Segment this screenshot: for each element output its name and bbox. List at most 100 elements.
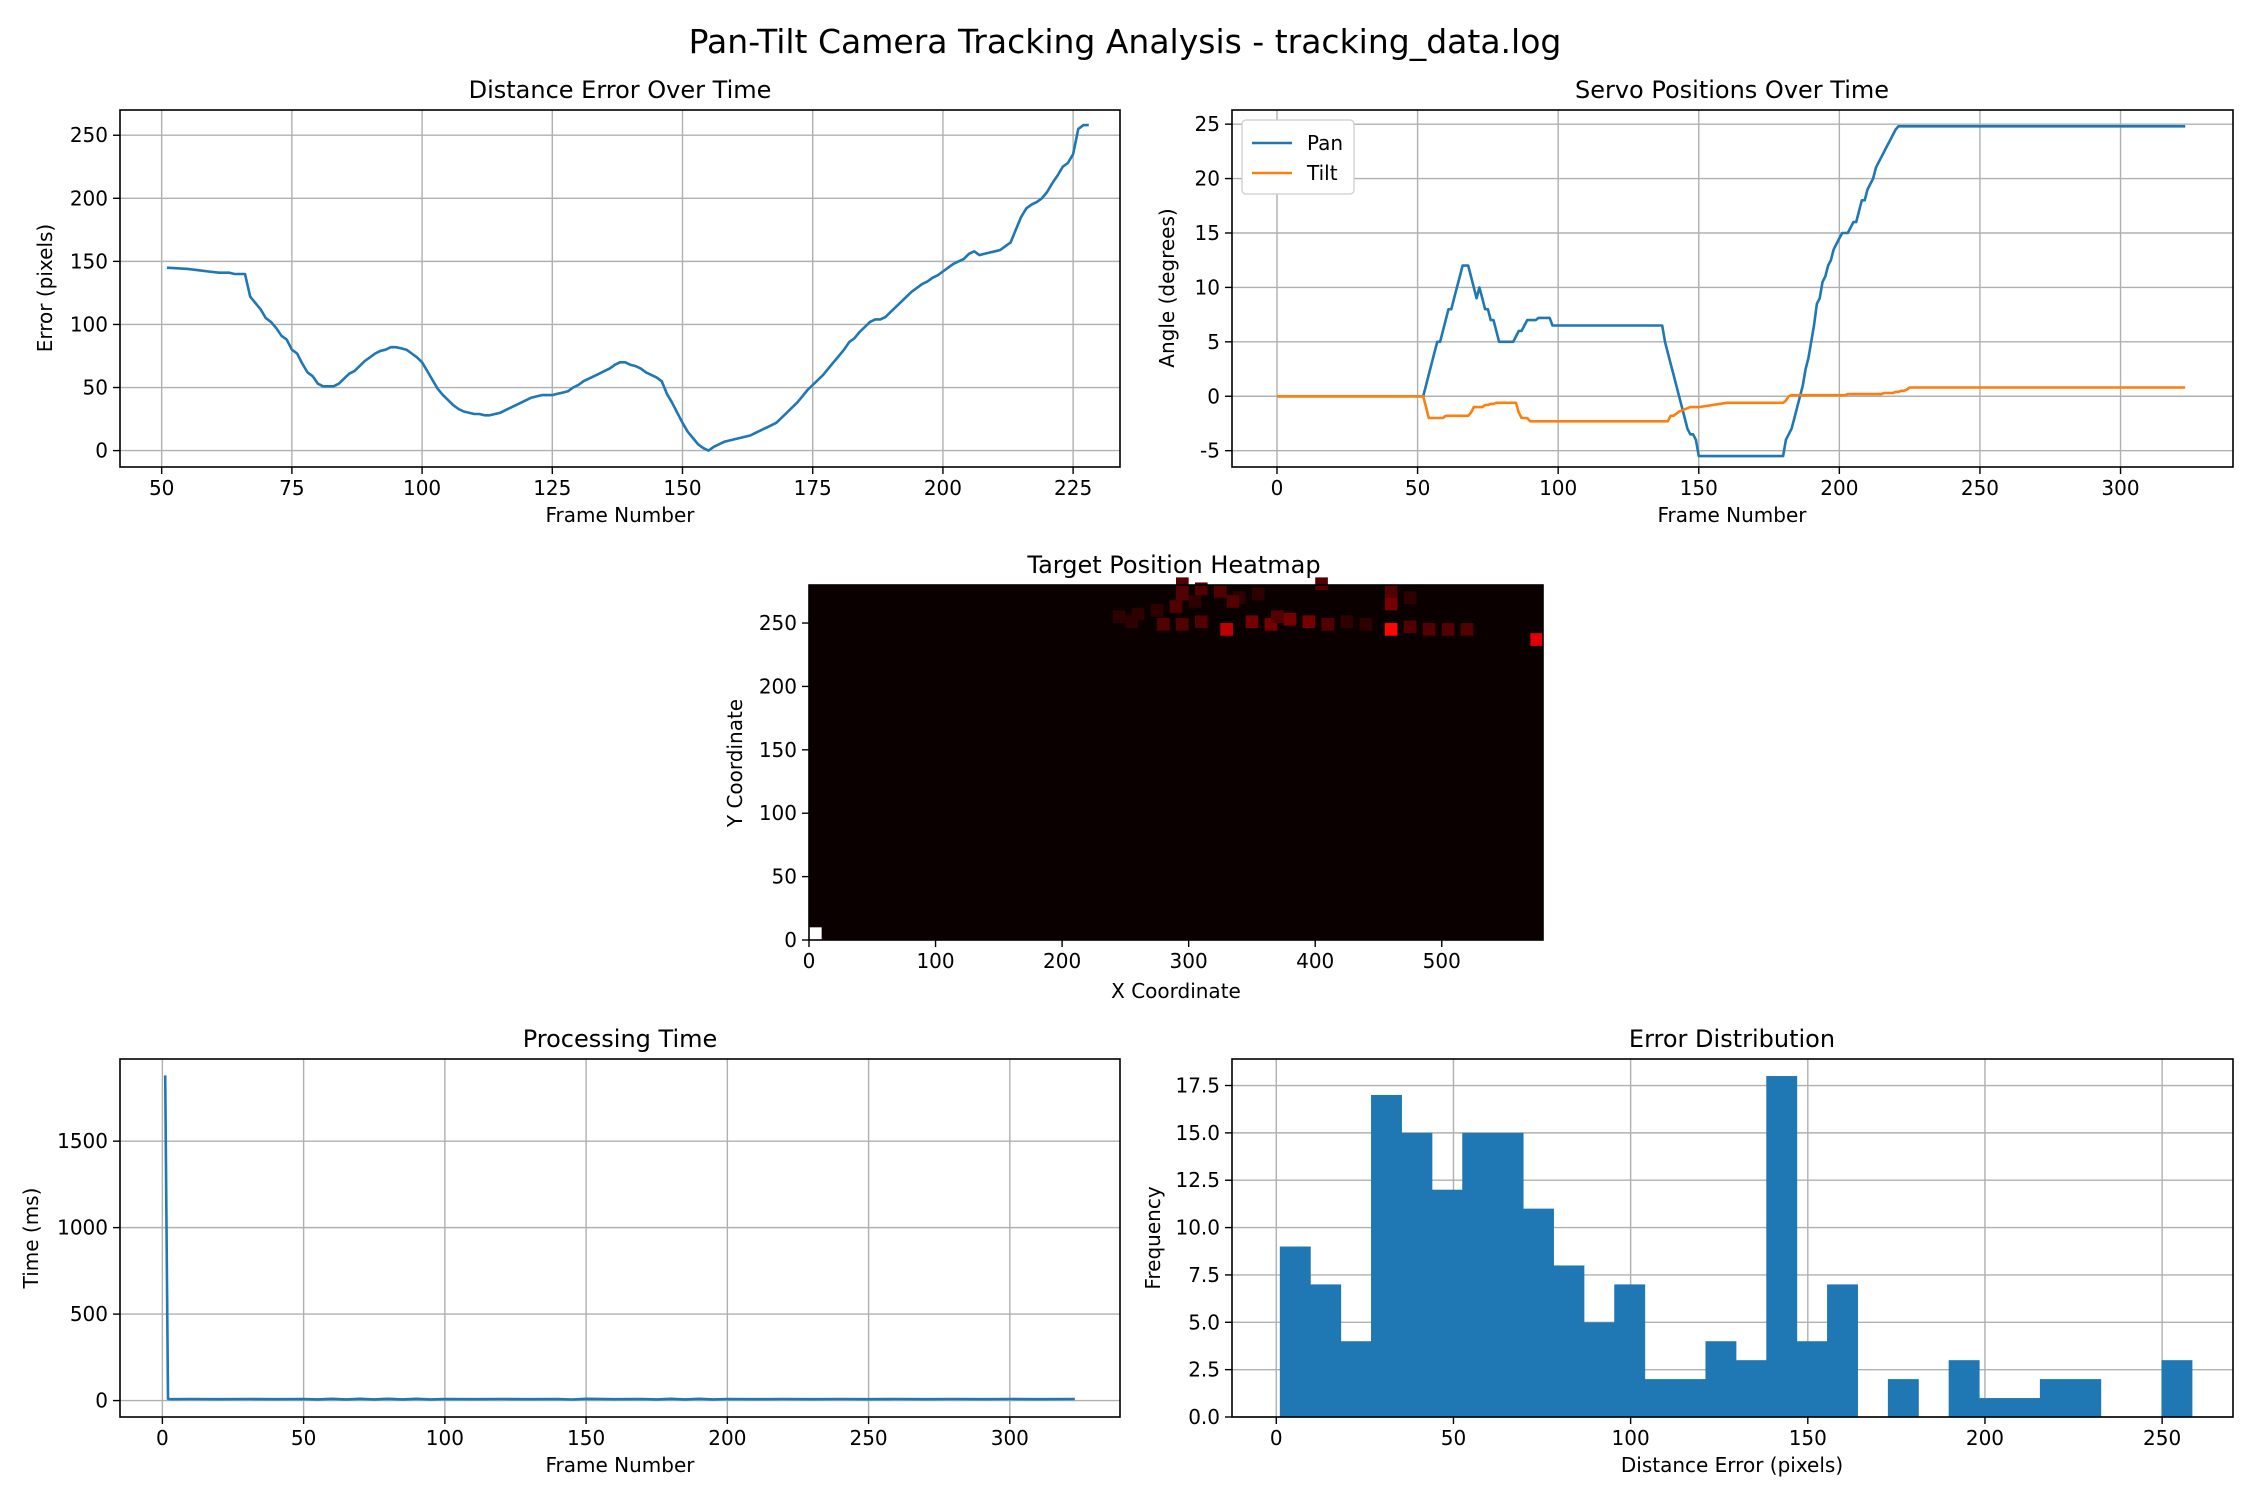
y-tick-label: 25 — [1195, 112, 1220, 136]
y-tick-label: 100 — [70, 312, 108, 336]
series-line-0 — [163, 1075, 1075, 1401]
x-tick-label: 225 — [1054, 476, 1092, 500]
heatmap-cell — [1176, 587, 1189, 601]
histogram-bar — [1887, 1379, 1919, 1417]
heatmap-cell — [1226, 595, 1240, 608]
x-axis-label: Frame Number — [1657, 503, 1807, 527]
x-tick-label: 300 — [1170, 949, 1208, 973]
y-tick-label: 20 — [1195, 167, 1220, 191]
y-tick-label: 5 — [1207, 330, 1220, 354]
x-tick-label: 150 — [1789, 1426, 1827, 1450]
y-tick-label: 150 — [759, 738, 797, 762]
x-axis-label: Distance Error (pixels) — [1621, 1453, 1843, 1477]
y-tick-label: 0 — [95, 439, 108, 463]
heatmap-cell — [1188, 595, 1202, 608]
y-tick-label: 200 — [759, 674, 797, 698]
legend-box — [1241, 119, 1355, 195]
histogram-bar — [2070, 1379, 2102, 1417]
heatmap-cell — [1176, 617, 1189, 631]
heatmap-cell — [1150, 604, 1164, 617]
chart-title: Processing Time — [523, 1025, 718, 1053]
plot-area: 0 50 100 150 200 250 300 -5 0 5 10 15 20 25 Pan Tilt — [1195, 109, 2234, 500]
heatmap-cell — [1403, 591, 1417, 605]
y-tick-label: 12.5 — [1175, 1168, 1220, 1192]
y-tick-label: 5.0 — [1188, 1310, 1220, 1334]
histogram-bar — [1979, 1398, 2010, 1417]
y-tick-label: 0 — [784, 928, 797, 952]
y-axis-label: Time (ms) — [19, 1188, 43, 1290]
y-tick-label: 10 — [1195, 275, 1220, 299]
x-axis-label: Frame Number — [545, 503, 695, 527]
histogram-bar — [1827, 1284, 1858, 1417]
heatmap-cell — [1220, 623, 1233, 636]
heatmap-cell — [1315, 577, 1328, 591]
heatmap-background — [809, 585, 1543, 940]
histogram-bar — [1675, 1379, 1706, 1417]
plot-area: 0 50 100 150 200 250 300 0 500 1000 1500 — [57, 1058, 1121, 1450]
x-tick-label: 300 — [991, 1426, 1029, 1450]
heatmap-cell — [1194, 615, 1208, 629]
y-tick-label: 17.5 — [1175, 1074, 1220, 1098]
heatmap-cell — [1441, 623, 1455, 636]
histogram-bar — [1401, 1132, 1433, 1417]
histogram-bar — [2161, 1360, 2193, 1417]
x-tick-label: 0 — [1270, 1426, 1283, 1450]
heatmap-cell — [809, 927, 822, 940]
histogram-bar — [1705, 1341, 1737, 1417]
y-tick-label: 10.0 — [1175, 1216, 1220, 1240]
x-tick-label: 200 — [1820, 476, 1858, 500]
histogram-bar — [1279, 1246, 1311, 1417]
x-tick-label: 50 — [291, 1426, 316, 1450]
x-axis-label: Frame Number — [545, 1453, 695, 1477]
axes-frame — [808, 584, 1544, 941]
x-tick-label: 250 — [2143, 1426, 2181, 1450]
heatmap-cell — [1340, 615, 1354, 629]
x-tick-label: 100 — [916, 949, 954, 973]
panel-processing-time: Processing Time Frame Number Time (ms) 0… — [19, 1025, 1121, 1477]
y-tick-label: 1500 — [57, 1129, 108, 1153]
x-tick-label: 50 — [1405, 476, 1430, 500]
histogram-bar — [1553, 1265, 1585, 1417]
x-tick-label: 200 — [708, 1426, 746, 1450]
heatmap-cell — [1403, 620, 1417, 634]
x-tick-label: 200 — [924, 476, 962, 500]
histogram-bar — [1340, 1341, 1372, 1417]
histogram-bar — [2009, 1398, 2041, 1417]
chart-title: Error Distribution — [1629, 1025, 1835, 1053]
y-tick-label: 7.5 — [1188, 1263, 1220, 1287]
x-tick-label: 0 — [803, 949, 816, 973]
histogram-bar — [1492, 1132, 1524, 1417]
legend: Pan Tilt — [1241, 119, 1355, 195]
x-tick-label: 400 — [1296, 949, 1334, 973]
histogram-bar — [1735, 1360, 1767, 1417]
legend-label: Tilt — [1306, 161, 1338, 185]
x-tick-label: 150 — [1680, 476, 1718, 500]
series-line-pan — [1277, 125, 2186, 458]
x-tick-label: 125 — [533, 476, 571, 500]
x-axis-label: X Coordinate — [1111, 979, 1241, 1003]
y-tick-label: -5 — [1200, 439, 1220, 463]
x-tick-label: 75 — [279, 476, 304, 500]
heatmap-cell — [1112, 610, 1126, 624]
y-axis-label: Frequency — [1141, 1186, 1165, 1289]
heatmap-cell — [1157, 617, 1170, 631]
panel-servo-positions: Servo Positions Over Time Frame Number A… — [1155, 76, 2234, 527]
x-tick-label: 100 — [403, 476, 441, 500]
heatmap-cell — [1125, 615, 1139, 629]
x-tick-label: 150 — [567, 1426, 605, 1450]
histogram-bar — [1310, 1284, 1342, 1417]
x-tick-label: 200 — [1043, 949, 1081, 973]
x-tick-label: 300 — [2101, 476, 2139, 500]
y-axis-label: Error (pixels) — [33, 224, 57, 352]
x-tick-label: 150 — [663, 476, 701, 500]
y-tick-label: 15 — [1195, 221, 1220, 245]
histogram-bar — [1462, 1132, 1494, 1417]
axes-frame — [1231, 109, 2234, 468]
axes-frame — [119, 1058, 1121, 1418]
histogram-bar — [1371, 1094, 1402, 1417]
axes-frame — [119, 109, 1121, 468]
chart-title: Distance Error Over Time — [469, 76, 772, 104]
histogram-bar — [1431, 1189, 1463, 1417]
y-tick-label: 250 — [70, 123, 108, 147]
x-tick-label: 200 — [1966, 1426, 2004, 1450]
